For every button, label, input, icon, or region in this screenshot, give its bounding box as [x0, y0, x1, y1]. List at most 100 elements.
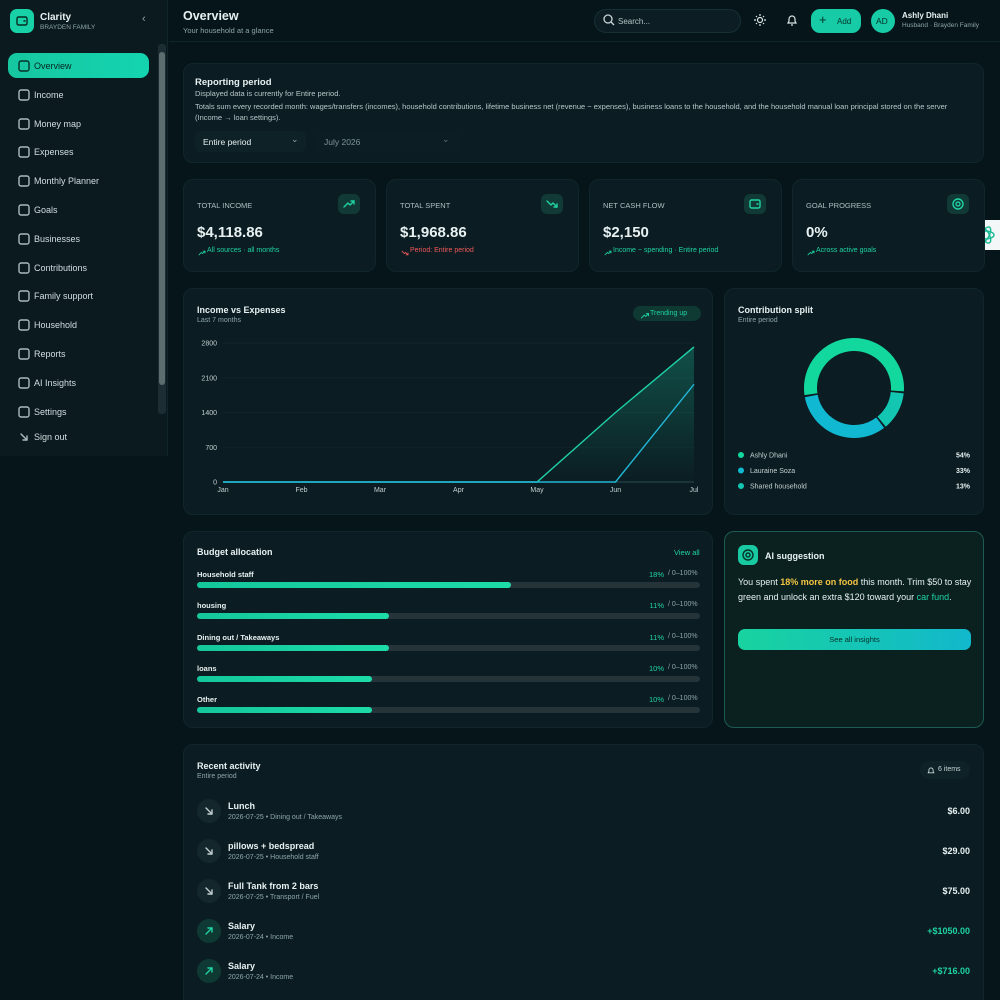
budget-pct: 10%: [648, 695, 664, 705]
activity-title: Full Tank from 2 bars: [228, 881, 319, 891]
count-label: 6 items: [938, 766, 961, 773]
nav-icon: [16, 346, 32, 367]
stat-card: GOAL PROGRESS 0% Across active goals: [792, 179, 985, 272]
count-icon: [926, 766, 936, 779]
nav-item[interactable]: Monthly Planner: [8, 168, 149, 193]
ai-text-part: this month. Trim $50 to stay green and u…: [738, 577, 972, 602]
budget-name: loans: [197, 663, 217, 673]
ai-text-part: 18% more on food: [780, 577, 859, 587]
activity-title: pillows + bedspread: [228, 841, 315, 851]
nav-item[interactable]: AI Insights: [8, 370, 149, 395]
budget-name: Household staff: [197, 570, 254, 579]
ai-text-part[interactable]: car fund: [916, 591, 950, 602]
chevron: ⌄: [442, 134, 450, 144]
activity-amount: $29.00: [942, 846, 970, 856]
stat-label: GOAL PROGRESS: [806, 201, 872, 210]
activity-row[interactable]: Salary 2026-07-24 • Income +$1050.00: [184, 919, 983, 949]
add-button[interactable]: + Add: [811, 9, 861, 33]
budget-name: housing: [197, 601, 227, 611]
stat-value: 0%: [806, 224, 828, 241]
budget-bar: [197, 675, 372, 682]
stat-card: TOTAL SPENT $1,968.86 Period: Entire perio…: [386, 179, 579, 272]
reporting-description: Totals sum every recorded month: wages/t…: [195, 102, 948, 122]
stat-label: TOTAL INCOME: [197, 201, 253, 210]
stat-note: Across active goals: [816, 247, 877, 254]
contribution-title: Contribution split: [738, 305, 813, 315]
nav-item[interactable]: Contributions: [8, 255, 149, 280]
activity-meta: 2026-07-25 • Dining out / Takeaways: [228, 814, 343, 821]
nav-item[interactable]: Income: [8, 82, 149, 107]
ai-button[interactable]: See all insights: [738, 629, 971, 650]
nav-label: AI Insights: [34, 377, 77, 388]
activity-icon: [197, 919, 221, 943]
budget-track: [197, 707, 700, 714]
stat-label: TOTAL SPENT: [400, 201, 451, 210]
nav-item[interactable]: Reports: [8, 341, 149, 366]
nav-item[interactable]: Overview: [8, 53, 149, 78]
activity-icon: [197, 799, 221, 823]
nav-icon: [16, 260, 32, 281]
theme-toggle[interactable]: [753, 13, 767, 32]
activity-amount: $6.00: [947, 806, 970, 816]
notifications[interactable]: [785, 13, 799, 32]
nav-icon: [16, 58, 32, 79]
avatar[interactable]: AD: [871, 9, 895, 33]
stat-value: $2,150: [603, 224, 649, 241]
budget-pct: 11%: [649, 632, 664, 642]
activity-icon: [197, 839, 221, 863]
collapse[interactable]: ‹: [142, 13, 146, 25]
trend-label: Trending up: [650, 310, 688, 317]
activity-icon: [197, 959, 221, 983]
nav-item[interactable]: Settings: [8, 399, 149, 424]
budget-pct: 10%: [648, 663, 664, 673]
nav-item[interactable]: Money map: [8, 111, 149, 136]
chart-subtitle: Last 7 months: [197, 317, 241, 324]
nav-label: Businesses: [34, 233, 81, 244]
activity-row[interactable]: pillows + bedspread 2026-07-25 • Househol…: [184, 839, 983, 869]
activity-row[interactable]: Salary 2026-07-24 • Income +$716.00: [184, 959, 983, 989]
nav-label: Household: [34, 320, 78, 331]
reporting-card: Reporting period Displayed data is curren…: [183, 63, 984, 163]
reporting-title: Reporting period: [195, 77, 272, 88]
reporting-note: Displayed data is currently for Entire p…: [195, 89, 341, 98]
nav-item[interactable]: Household: [8, 312, 149, 337]
page-subtitle: Your household at a glance: [183, 26, 274, 35]
item-count: 6 items: [920, 761, 970, 779]
search-icon: [602, 13, 616, 32]
trend-icon: [639, 310, 650, 325]
period-select[interactable]: Entire period ⌄: [195, 131, 306, 152]
view-all[interactable]: View all: [674, 548, 700, 557]
stat-icon: [541, 194, 563, 214]
budget-bar: [197, 582, 512, 588]
nav-icon: [16, 116, 32, 137]
nav-icon: [16, 87, 32, 108]
activity-subtitle: Entire period: [197, 773, 237, 780]
search-box[interactable]: Search...: [594, 9, 741, 33]
nav-label: Family support: [34, 291, 94, 302]
budget-name: Other: [197, 695, 218, 705]
nav-item[interactable]: Businesses: [8, 226, 149, 251]
activity-title: Salary: [228, 961, 256, 971]
budget-bar: [197, 613, 390, 620]
nav-icon: [16, 231, 32, 252]
budget-range: / 0–100%: [668, 570, 698, 577]
month-select[interactable]: July 2026 ⌄: [315, 131, 461, 152]
sign-out[interactable]: Sign out: [8, 428, 149, 448]
stat-note-icon: [197, 248, 207, 261]
nav-item[interactable]: Family support: [8, 283, 149, 308]
activity-row[interactable]: Full Tank from 2 bars 2026-07-25 • Transp…: [184, 879, 983, 909]
activity-row[interactable]: Lunch 2026-07-25 • Dining out / Takeaways…: [184, 799, 983, 829]
budget-range: / 0–100%: [668, 695, 698, 703]
budget-range: / 0–100%: [668, 663, 698, 671]
activity-title: Salary: [228, 921, 256, 931]
nav-item[interactable]: Goals: [8, 197, 149, 222]
stat-note: Period: Entire period: [410, 247, 474, 254]
nav-icon: [16, 144, 32, 165]
nav-item[interactable]: Expenses: [8, 139, 149, 164]
stat-note-icon: [603, 248, 613, 261]
activity-meta: 2026-07-25 • Transport / Fuel: [228, 894, 320, 901]
logo: [10, 9, 34, 33]
activity-meta: 2026-07-24 • Income: [228, 934, 294, 941]
activity-amount: +$1050.00: [927, 926, 970, 936]
budget-title: Budget allocation: [197, 547, 273, 557]
